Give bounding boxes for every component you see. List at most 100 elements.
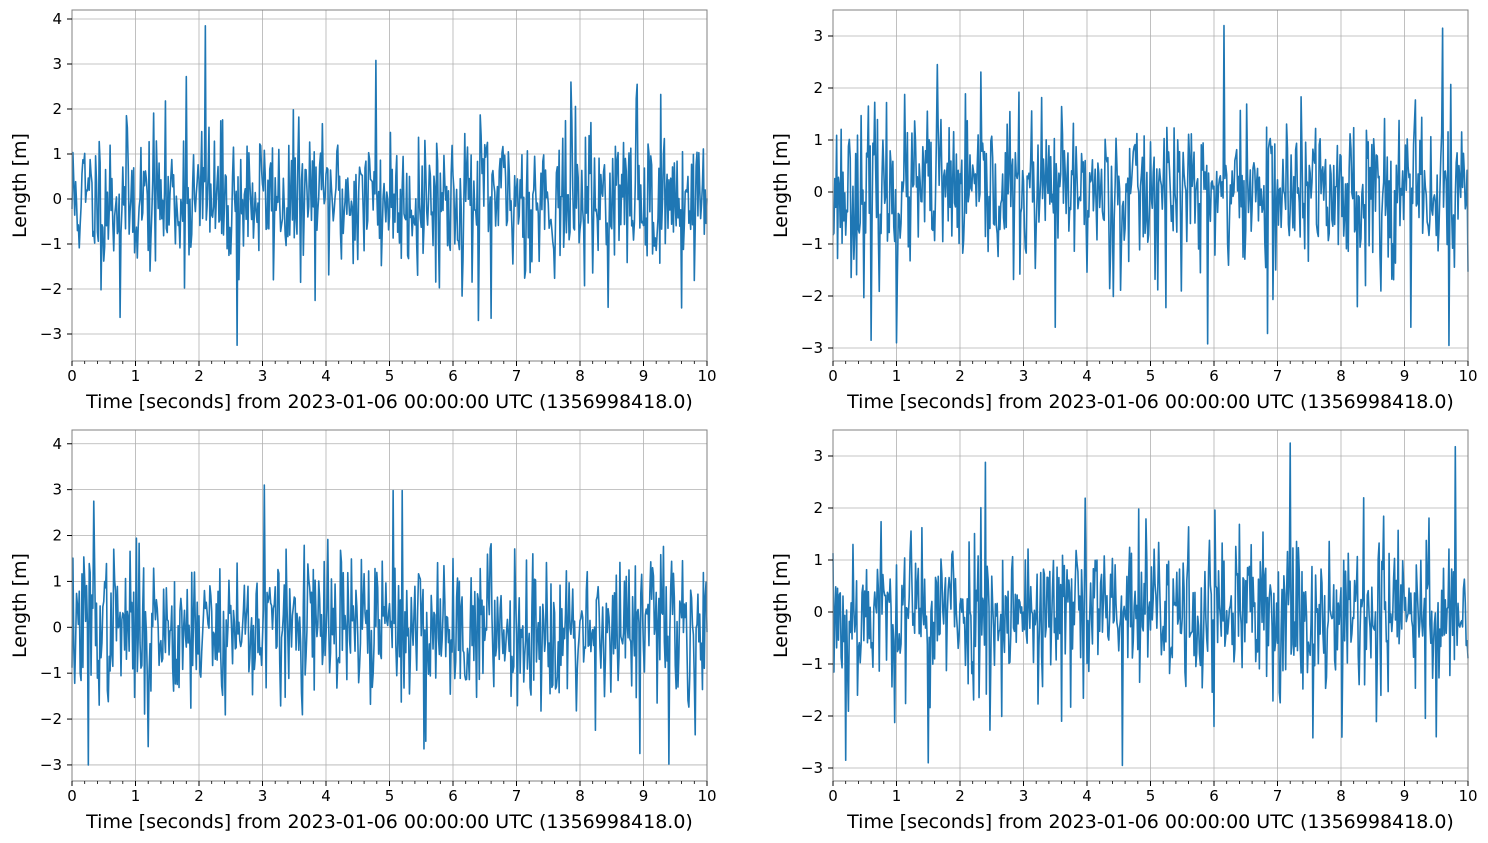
y-tick-label: −1 (801, 235, 823, 253)
x-tick-label: 10 (1458, 787, 1477, 805)
y-tick-label: 1 (52, 572, 62, 590)
grid (832, 10, 1469, 361)
y-tick-label: 3 (813, 27, 823, 45)
y-tick-label: −1 (40, 235, 62, 253)
x-tick-label: 3 (1019, 787, 1029, 805)
x-tick-label: 3 (1019, 367, 1029, 385)
x-tick-label: 6 (1209, 367, 1219, 385)
x-tick-label: 1 (131, 787, 141, 805)
y-tick-label: −1 (40, 664, 62, 682)
y-tick-label: 1 (52, 145, 62, 163)
x-tick-label: 10 (697, 367, 716, 385)
x-axis-label: Time [seconds] from 2023-01-06 00:00:00 … (85, 811, 693, 833)
y-tick-label: −2 (40, 710, 62, 728)
y-tick-label: 2 (52, 100, 62, 118)
x-tick-label: 8 (1336, 367, 1346, 385)
x-tick-label: 5 (385, 787, 395, 805)
ticks: 0 1 2 3 4 5 6 7 8 9 10 −3 −2 −1 0 1 2 3 4 (40, 435, 717, 805)
x-tick-label: 7 (512, 367, 522, 385)
y-tick-label: 0 (813, 183, 823, 201)
y-tick-label: −3 (40, 756, 62, 774)
data-line (832, 24, 1469, 347)
y-tick-label: 2 (52, 527, 62, 545)
subplot-top-right: 0 1 2 3 4 5 6 7 8 9 10 −3 −2 −1 0 1 2 3 Time [seconds] fr… (770, 9, 1478, 413)
y-tick-label: −2 (801, 287, 823, 305)
series-line (832, 442, 1469, 767)
x-tick-label: 5 (1146, 367, 1156, 385)
x-tick-label: 0 (67, 787, 77, 805)
y-axis-label: Length [m] (770, 133, 792, 238)
x-tick-label: 2 (194, 367, 204, 385)
x-tick-label: 6 (1209, 787, 1219, 805)
y-tick-label: 3 (52, 55, 62, 73)
y-tick-label: 2 (813, 79, 823, 97)
x-tick-label: 3 (258, 367, 268, 385)
y-axis-label: Length [m] (9, 133, 31, 238)
x-tick-label: 10 (1458, 367, 1477, 385)
y-tick-label: 4 (52, 435, 62, 453)
x-tick-label: 2 (194, 787, 204, 805)
series-line (832, 24, 1469, 347)
y-tick-label: 2 (813, 499, 823, 517)
x-tick-label: 4 (1082, 787, 1092, 805)
x-tick-label: 9 (1400, 787, 1410, 805)
subplot-top-left: 0 1 2 3 4 5 6 7 8 9 10 −3 −2 −1 0 1 2 3 4 Time [seconds] f… (9, 9, 717, 413)
series-line (71, 24, 708, 347)
y-tick-label: 3 (813, 447, 823, 465)
y-tick-label: 0 (52, 618, 62, 636)
y-axis-label: Length [m] (9, 553, 31, 658)
x-tick-label: 9 (1400, 367, 1410, 385)
x-tick-label: 6 (448, 367, 458, 385)
y-tick-label: 1 (813, 551, 823, 569)
series-line (71, 484, 708, 766)
x-tick-label: 8 (1336, 787, 1346, 805)
x-tick-label: 8 (575, 367, 585, 385)
x-tick-label: 3 (258, 787, 268, 805)
y-tick-label: 4 (52, 10, 62, 28)
x-tick-label: 7 (1273, 787, 1283, 805)
y-tick-label: −3 (801, 339, 823, 357)
y-axis-label: Length [m] (770, 553, 792, 658)
x-tick-label: 4 (321, 367, 331, 385)
x-tick-label: 2 (955, 787, 965, 805)
subplot-bottom-right: 0 1 2 3 4 5 6 7 8 9 10 −3 −2 −1 0 1 2 3 Time [seconds] fr… (770, 429, 1478, 833)
x-tick-label: 7 (512, 787, 522, 805)
data-line (832, 442, 1469, 767)
x-tick-label: 9 (639, 787, 649, 805)
y-tick-label: 3 (52, 481, 62, 499)
x-tick-label: 1 (892, 367, 902, 385)
x-tick-label: 0 (828, 787, 838, 805)
y-tick-label: 0 (813, 603, 823, 621)
x-axis-label: Time [seconds] from 2023-01-06 00:00:00 … (846, 811, 1454, 833)
subplot-bottom-left: 0 1 2 3 4 5 6 7 8 9 10 −3 −2 −1 0 1 2 3 4 Time [seconds] f… (9, 429, 717, 833)
x-tick-label: 0 (67, 367, 77, 385)
x-axis-label: Time [seconds] from 2023-01-06 00:00:00 … (85, 391, 693, 413)
x-tick-label: 9 (639, 367, 649, 385)
y-tick-label: −3 (801, 759, 823, 777)
x-tick-label: 5 (385, 367, 395, 385)
x-tick-label: 4 (1082, 367, 1092, 385)
x-axis-label: Time [seconds] from 2023-01-06 00:00:00 … (846, 391, 1454, 413)
x-tick-label: 7 (1273, 367, 1283, 385)
y-tick-label: −2 (40, 280, 62, 298)
y-tick-label: 1 (813, 131, 823, 149)
ticks: 0 1 2 3 4 5 6 7 8 9 10 −3 −2 −1 0 1 2 3 (801, 447, 1478, 805)
y-tick-label: 0 (52, 190, 62, 208)
y-tick-label: −3 (40, 325, 62, 343)
y-tick-label: −2 (801, 707, 823, 725)
data-line (71, 24, 708, 347)
y-tick-label: −1 (801, 655, 823, 673)
data-line (71, 484, 708, 766)
x-tick-label: 0 (828, 367, 838, 385)
x-tick-label: 10 (697, 787, 716, 805)
x-tick-label: 4 (321, 787, 331, 805)
ticks: 0 1 2 3 4 5 6 7 8 9 10 −3 −2 −1 0 1 2 3 4 (40, 10, 717, 385)
x-tick-label: 1 (131, 367, 141, 385)
x-tick-label: 1 (892, 787, 902, 805)
x-tick-label: 5 (1146, 787, 1156, 805)
ticks: 0 1 2 3 4 5 6 7 8 9 10 −3 −2 −1 0 1 2 3 (801, 27, 1478, 385)
x-tick-label: 6 (448, 787, 458, 805)
x-tick-label: 8 (575, 787, 585, 805)
x-tick-label: 2 (955, 367, 965, 385)
